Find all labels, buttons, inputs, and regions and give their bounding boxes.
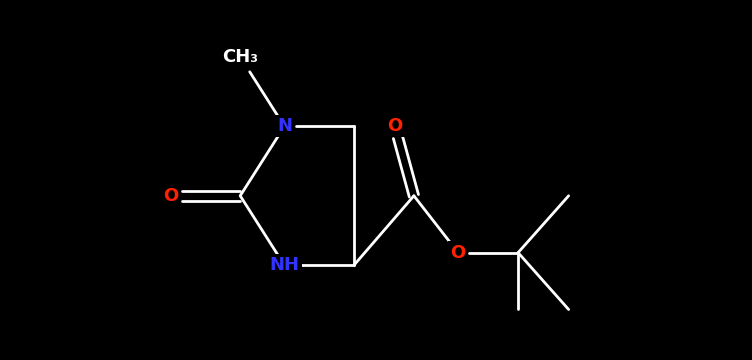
- Text: O: O: [450, 244, 465, 262]
- Text: O: O: [163, 187, 178, 205]
- Text: O: O: [387, 117, 402, 135]
- Text: N: N: [277, 117, 292, 135]
- Text: NH: NH: [269, 256, 299, 274]
- Text: CH₃: CH₃: [222, 48, 258, 66]
